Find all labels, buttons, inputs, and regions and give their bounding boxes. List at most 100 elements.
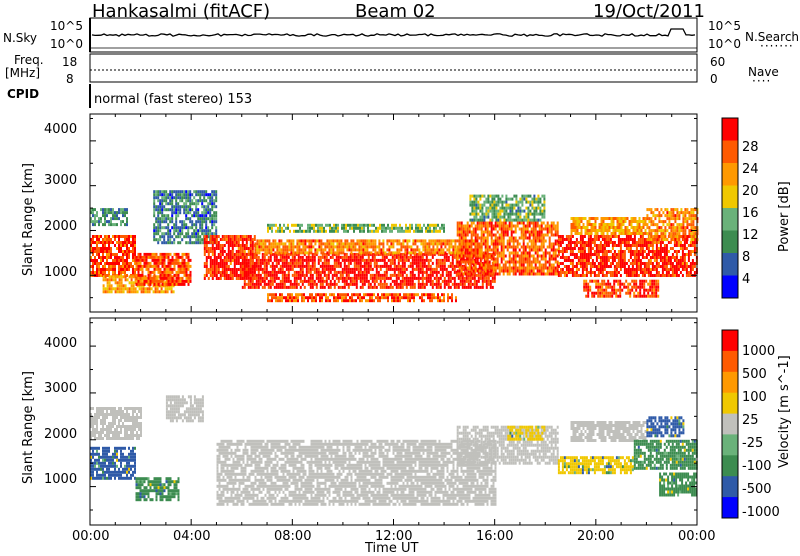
heatmap-cell bbox=[511, 246, 513, 249]
heatmap-cell bbox=[562, 247, 564, 250]
heatmap-cell bbox=[487, 195, 489, 198]
heatmap-cell bbox=[432, 274, 434, 277]
heatmap-cell bbox=[478, 286, 480, 289]
heatmap-cell bbox=[511, 234, 513, 237]
heatmap-cell bbox=[118, 235, 120, 238]
heatmap-cell bbox=[203, 193, 205, 196]
heatmap-cell bbox=[620, 253, 622, 256]
heatmap-cell bbox=[184, 268, 186, 271]
heatmap-cell bbox=[458, 239, 460, 242]
heatmap-cell bbox=[494, 280, 496, 283]
heatmap-cell bbox=[110, 223, 112, 226]
heatmap-cell bbox=[216, 256, 218, 259]
heatmap-cell bbox=[424, 262, 426, 265]
heatmap-cell bbox=[318, 242, 320, 245]
heatmap-cell bbox=[584, 265, 586, 268]
heatmap-cell bbox=[212, 241, 214, 244]
heatmap-cell bbox=[282, 280, 284, 283]
heatmap-cell bbox=[110, 253, 112, 256]
heatmap-cell bbox=[222, 262, 224, 265]
heatmap-cell bbox=[212, 274, 214, 277]
heatmap-cell bbox=[515, 213, 517, 216]
heatmap-cell bbox=[505, 246, 507, 249]
heatmap-cell bbox=[276, 283, 278, 286]
heatmap-cell bbox=[495, 216, 497, 219]
heatmap-cell bbox=[121, 275, 123, 278]
heatmap-cell bbox=[246, 244, 248, 247]
heatmap-cell bbox=[620, 244, 622, 247]
heatmap-cell bbox=[438, 262, 440, 265]
heatmap-cell bbox=[459, 246, 461, 249]
heatmap-cell bbox=[310, 256, 312, 259]
heatmap-cell bbox=[260, 239, 262, 242]
heatmap-cell bbox=[440, 251, 442, 254]
heatmap-cell bbox=[564, 247, 566, 250]
heatmap-cell bbox=[521, 246, 523, 249]
heatmap-cell bbox=[441, 293, 443, 296]
heatmap-cell bbox=[260, 274, 262, 277]
heatmap-cell bbox=[541, 264, 543, 267]
heatmap-cell bbox=[570, 244, 572, 247]
heatmap-cell bbox=[138, 262, 140, 265]
heatmap-cell bbox=[131, 275, 133, 278]
heatmap-cell bbox=[421, 296, 423, 299]
heatmap-cell bbox=[299, 293, 301, 296]
heatmap-cell bbox=[303, 293, 305, 296]
heatmap-cell bbox=[480, 277, 482, 280]
heatmap-cell bbox=[114, 223, 116, 226]
heatmap-cell bbox=[604, 265, 606, 268]
heatmap-cell bbox=[533, 243, 535, 246]
heatmap-cell bbox=[541, 222, 543, 225]
heatmap-cell bbox=[364, 239, 366, 242]
heatmap-cell bbox=[509, 225, 511, 228]
heatmap-cell bbox=[495, 204, 497, 207]
heatmap-cell bbox=[330, 286, 332, 289]
heatmap-cell bbox=[258, 251, 260, 254]
heatmap-cell bbox=[491, 204, 493, 207]
heatmap-cell bbox=[264, 248, 266, 251]
heatmap-cell bbox=[148, 271, 150, 274]
heatmap-cell bbox=[110, 247, 112, 250]
heatmap-cell bbox=[533, 237, 535, 240]
heatmap-cell bbox=[630, 250, 632, 253]
heatmap-cell bbox=[616, 268, 618, 271]
heatmap-cell bbox=[523, 243, 525, 246]
heatmap-cell bbox=[140, 253, 142, 256]
heatmap-cell bbox=[169, 229, 171, 232]
heatmap-cell bbox=[286, 256, 288, 259]
heatmap-cell bbox=[130, 265, 132, 268]
heatmap-cell bbox=[436, 268, 438, 271]
heatmap-cell bbox=[427, 293, 429, 296]
heatmap-cell bbox=[632, 253, 634, 256]
heatmap-cell bbox=[181, 199, 183, 202]
heatmap-cell bbox=[238, 262, 240, 265]
heatmap-cell bbox=[497, 273, 499, 276]
heatmap-cell bbox=[481, 243, 483, 246]
heatmap-cell bbox=[310, 248, 312, 251]
heatmap-cell bbox=[173, 196, 175, 199]
heatmap-cell bbox=[208, 247, 210, 250]
heatmap-cell bbox=[582, 244, 584, 247]
heatmap-cell bbox=[164, 277, 166, 280]
heatmap-cell bbox=[318, 271, 320, 274]
heatmap-cell bbox=[121, 284, 123, 287]
heatmap-cell bbox=[467, 222, 469, 225]
heatmap-cell bbox=[598, 250, 600, 253]
heatmap-cell bbox=[106, 211, 108, 214]
heatmap-cell bbox=[157, 196, 159, 199]
heatmap-cell bbox=[122, 241, 124, 244]
heatmap-cell bbox=[588, 247, 590, 250]
heatmap-cell bbox=[584, 268, 586, 271]
heatmap-cell bbox=[347, 293, 349, 296]
heatmap-cell bbox=[185, 205, 187, 208]
heatmap-cell bbox=[220, 271, 222, 274]
heatmap-cell bbox=[362, 259, 364, 262]
heatmap-cell bbox=[193, 235, 195, 238]
heatmap-cell bbox=[452, 239, 454, 242]
heatmap-cell bbox=[191, 208, 193, 211]
heatmap-cell bbox=[618, 253, 620, 256]
heatmap-cell bbox=[142, 259, 144, 262]
heatmap-cell bbox=[634, 262, 636, 265]
heatmap-cell bbox=[303, 296, 305, 299]
